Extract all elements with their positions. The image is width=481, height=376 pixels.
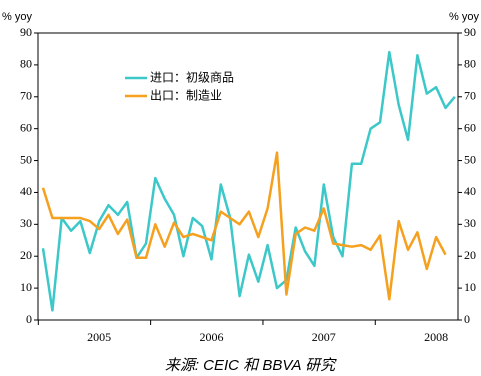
- y2-axis-label: % yoy: [449, 11, 479, 23]
- y-tick-label: 60: [20, 120, 32, 134]
- y2-tick-label: 60: [464, 120, 476, 134]
- y2-tick-label: 20: [464, 248, 476, 262]
- x-tick-label: 2005: [87, 330, 111, 344]
- y2-tick-label: 0: [464, 312, 470, 326]
- y-tick-label: 40: [20, 184, 32, 198]
- y-tick-label: 0: [26, 312, 32, 326]
- y-tick-label: 30: [20, 216, 32, 230]
- plot-frame: [37, 32, 459, 321]
- source-note: 来源: CEIC 和 BBVA 研究: [165, 357, 337, 374]
- y2-tick-label: 50: [464, 152, 476, 166]
- y2-tick-label: 40: [464, 184, 476, 198]
- y-tick-label: 20: [20, 248, 32, 262]
- y2-tick-label: 10: [464, 280, 476, 294]
- x-tick-label: 2007: [312, 330, 336, 344]
- line-series: [41, 50, 456, 312]
- y2-tick-label: 80: [464, 57, 476, 71]
- y2-tick-label: 70: [464, 89, 476, 103]
- x-tick-label: 2006: [199, 330, 223, 344]
- line-series: [41, 151, 447, 301]
- y-tick-label: 90: [20, 25, 32, 39]
- y2-tick-label: 90: [464, 25, 476, 39]
- y-tick-label: 10: [20, 280, 32, 294]
- x-tick-label: 2008: [424, 330, 448, 344]
- y2-tick-label: 30: [464, 216, 476, 230]
- legend-label: 出口：制造业: [150, 89, 222, 103]
- y-tick-label: 80: [20, 57, 32, 71]
- legend-label: 进口：初级商品: [150, 70, 234, 85]
- y-tick-label: 50: [20, 152, 32, 166]
- y-tick-label: 70: [20, 89, 32, 103]
- y-axis-label: % yoy: [2, 11, 32, 23]
